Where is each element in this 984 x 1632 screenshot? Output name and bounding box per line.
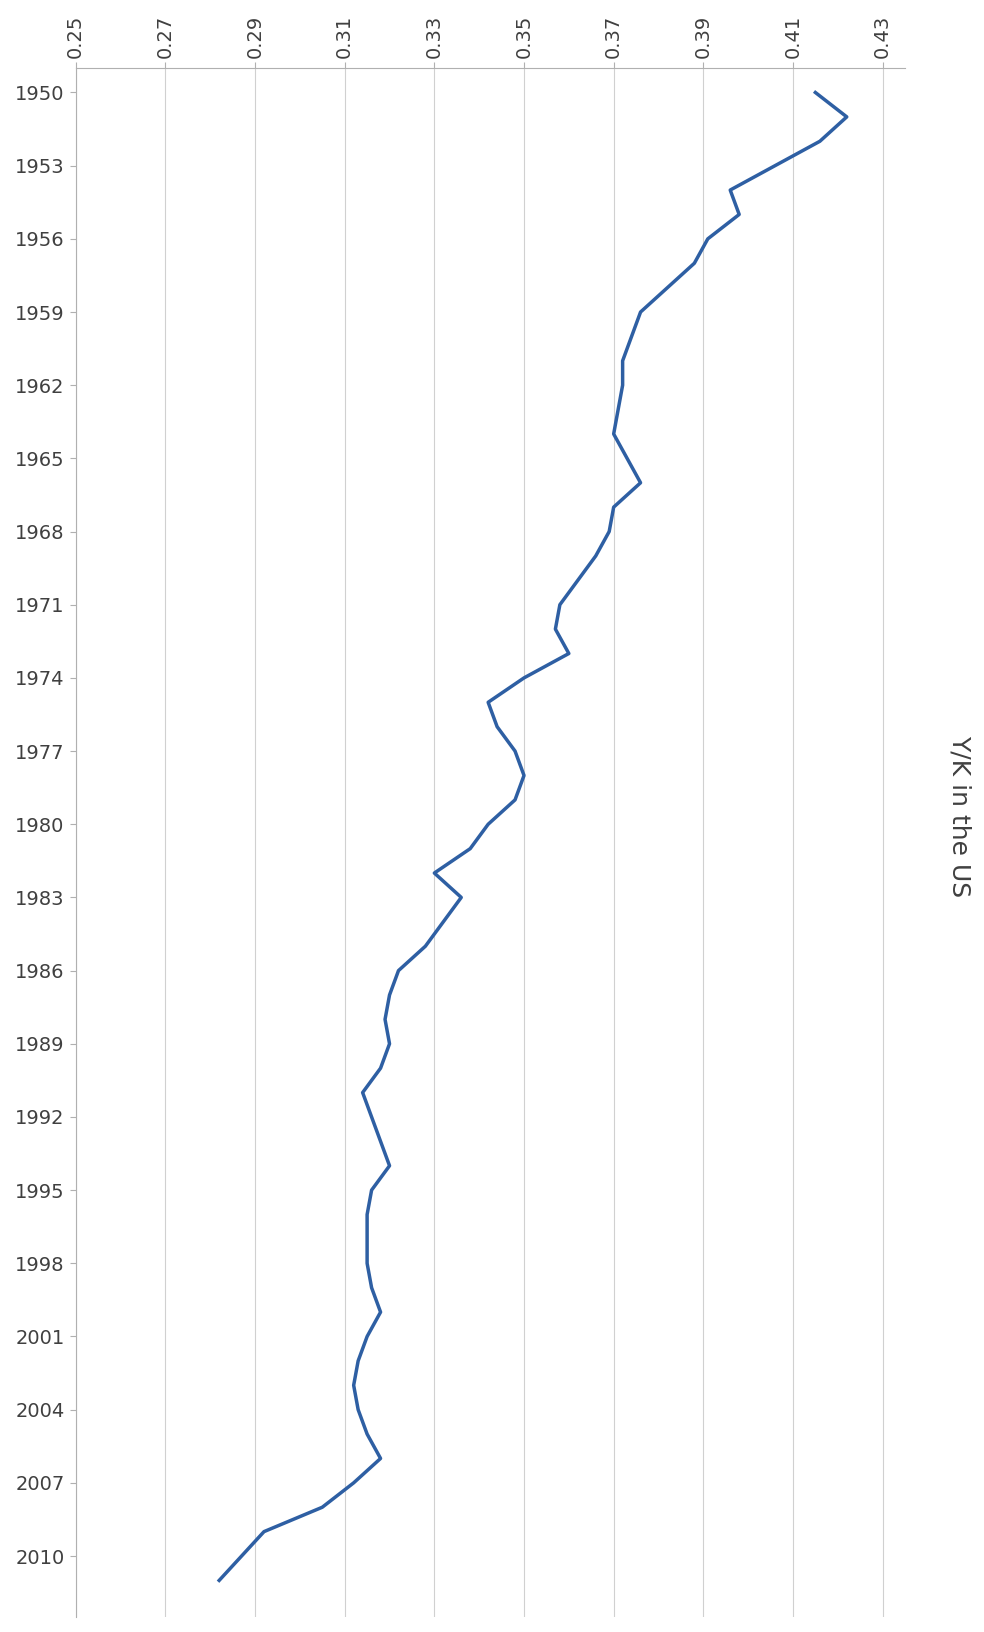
- Text: Y/K in the US: Y/K in the US: [948, 734, 971, 898]
